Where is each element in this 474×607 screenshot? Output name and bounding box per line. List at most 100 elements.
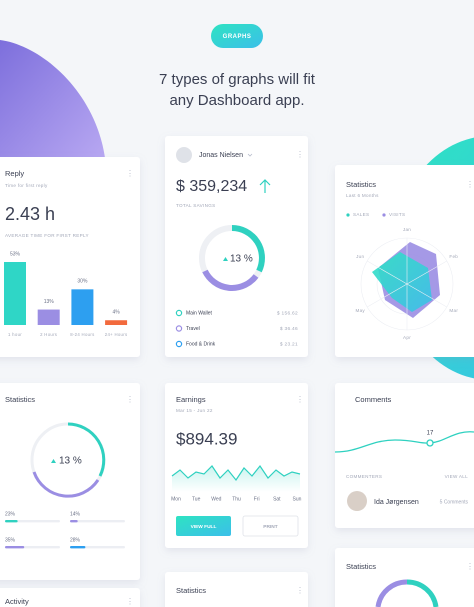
bar-category-label: 8-24 Hours <box>70 332 94 337</box>
peak-label: 17 <box>427 431 434 437</box>
item-list: Main Wallet $ 156.62 Travel $ 36.46 Food & D… <box>175 309 298 348</box>
item-dot <box>175 340 183 348</box>
menu-dots[interactable]: ⋮ <box>126 597 134 606</box>
radar-axis-label: May <box>355 308 365 313</box>
user-name: Ida Jørgensen <box>374 499 419 506</box>
bar-category-label: 2 Hours <box>40 332 57 337</box>
print-button[interactable] <box>242 515 299 537</box>
line <box>334 431 474 453</box>
card <box>165 572 308 607</box>
item-amount: $ 23.21 <box>280 341 298 347</box>
amount: $894.39 <box>176 429 237 448</box>
card <box>0 383 140 580</box>
card <box>0 588 140 607</box>
up-triangle <box>51 459 56 463</box>
radar-spoke <box>406 260 447 285</box>
view-full-button[interactable] <box>176 516 231 536</box>
radar-axis-label: Apr <box>403 335 411 340</box>
card-title: Statistics <box>346 180 376 189</box>
card-title: Comments <box>355 395 392 404</box>
bar-value-label: 30% <box>77 279 88 285</box>
avatar <box>176 147 192 163</box>
reply-card: Reply Time for first reply 2.43 h AVERAG… <box>0 157 140 357</box>
menu-dots[interactable]: ⋮ <box>466 562 474 571</box>
headline: 7 types of graphs will fit <box>159 71 316 88</box>
radar-spoke <box>367 260 408 285</box>
caption: TOTAL SAVINGS <box>176 203 215 208</box>
progress-bar <box>70 520 78 523</box>
donut-arc <box>406 579 439 607</box>
button-label[interactable]: PRINT <box>263 524 277 530</box>
item-name: Food & Drink <box>186 341 216 347</box>
headline: any Dashboard app. <box>169 92 304 109</box>
comments-card: Comments 17 COMMENTERS VIEW ALL Ida Jørg… <box>334 383 474 528</box>
radar-axis-label: Jan <box>403 227 411 232</box>
bar <box>4 262 26 325</box>
chevron[interactable] <box>247 153 253 157</box>
radar-axis-label: Mar <box>449 308 458 313</box>
progress-track <box>70 520 125 523</box>
day-label: Sat <box>273 496 281 502</box>
bar-value-label: 53% <box>10 251 21 257</box>
donut-arc <box>32 471 100 498</box>
radar-spoke <box>367 283 408 308</box>
card-subtitle: Last 6 Months <box>346 193 379 198</box>
line <box>171 464 301 482</box>
button-label[interactable]: GRAPHS <box>223 34 252 40</box>
progress-card: Statistics ⋮ 13 % <box>0 383 140 580</box>
item-name: Travel <box>186 326 200 332</box>
view-all-link[interactable]: VIEW ALL <box>445 474 468 479</box>
legend-label: SALES <box>353 212 369 217</box>
up-arrow <box>259 179 271 193</box>
menu-dots[interactable]: ⋮ <box>126 169 134 178</box>
day-label: Sun <box>293 496 302 502</box>
radar: Jan Feb Mar Apr May Jun <box>355 227 458 340</box>
menu-dots[interactable]: ⋮ <box>466 180 474 189</box>
section-label: COMMENTERS <box>346 474 382 479</box>
marker <box>426 439 434 447</box>
progress-bar <box>5 546 25 549</box>
card <box>335 548 474 607</box>
day-label: Mon <box>171 496 181 502</box>
progress-bar <box>70 546 86 549</box>
card-title: Statistics <box>346 562 376 571</box>
menu-dots[interactable]: ⋮ <box>296 150 304 159</box>
radar-axis-label: Feb <box>449 254 458 259</box>
big-value: 2.43 h <box>5 204 55 224</box>
legend-label: VISITS <box>389 212 405 217</box>
donut-arc <box>67 422 106 477</box>
menu-dots[interactable]: ⋮ <box>296 586 304 595</box>
progress-track <box>5 520 60 523</box>
card <box>0 157 140 357</box>
earnings-card: Earnings Mar 15 - Jun 22 ⋮ $894.39 VIEW … <box>165 383 308 548</box>
button-label[interactable]: VIEW FULL <box>191 524 217 530</box>
progress-label: 23% <box>5 511 16 517</box>
card-title: Statistics <box>5 395 35 404</box>
day-label: Tue <box>192 496 201 502</box>
bar <box>71 289 94 325</box>
caption: AVERAGE TIME FOR FIRST REPLY <box>5 233 89 238</box>
card-title: Activity <box>5 597 29 606</box>
item-dot <box>175 325 183 332</box>
card <box>165 136 308 357</box>
item-dot <box>175 309 183 317</box>
savings-card: Jonas Nielsen ⋮ $ 359,234 TOTAL SAVINGS … <box>165 136 308 357</box>
area-fill <box>172 466 300 492</box>
card <box>335 383 474 528</box>
donut-arc <box>375 579 408 607</box>
progress-label: 28% <box>70 537 81 543</box>
radar-axis-label: Jun <box>356 254 364 259</box>
card-subtitle: Mar 15 - Jun 22 <box>176 408 213 413</box>
bar <box>37 309 60 325</box>
day-label: Wed <box>211 496 221 502</box>
menu-dots[interactable]: ⋮ <box>126 395 134 404</box>
graphs-button[interactable] <box>211 24 263 48</box>
radar-spoke <box>406 283 447 308</box>
donut-label: 13 % <box>59 456 82 467</box>
legend-dot <box>346 213 350 217</box>
bar-category-label: 1 hour <box>8 332 22 337</box>
menu-dots[interactable]: ⋮ <box>296 395 304 404</box>
comment-count: 5 Comments <box>440 499 469 505</box>
card-title: Statistics <box>176 586 206 595</box>
